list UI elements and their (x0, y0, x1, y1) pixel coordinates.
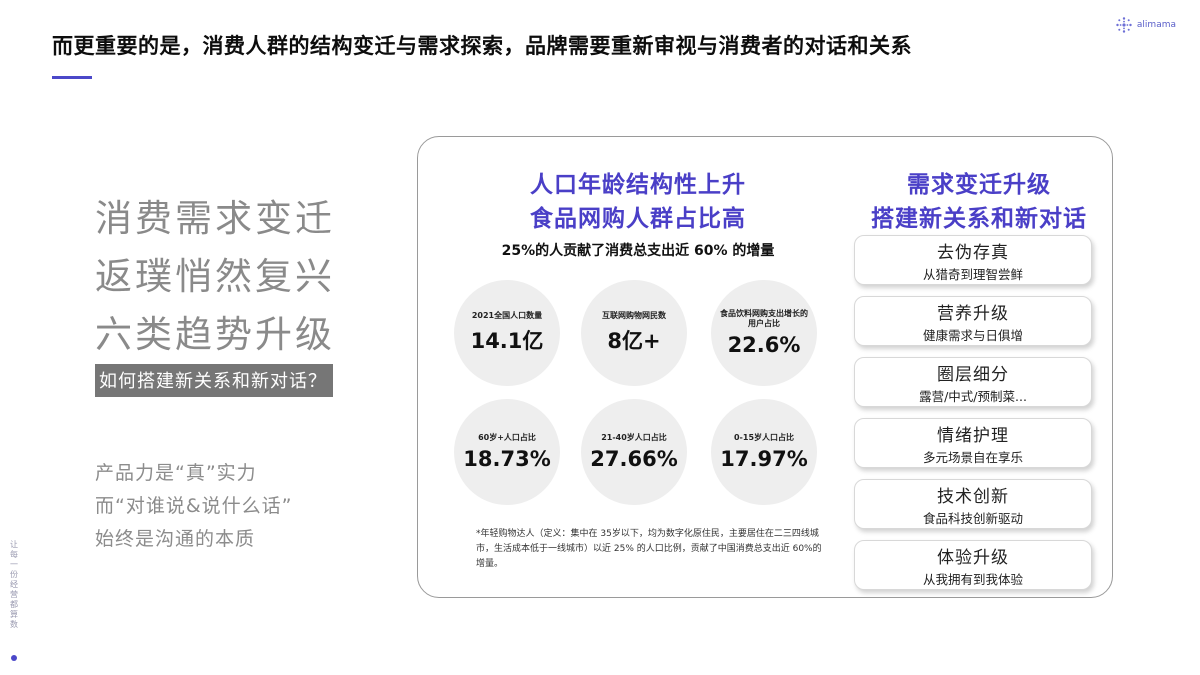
stat-value: 17.97% (720, 447, 808, 471)
trend-sub: 从我拥有到我体验 (922, 571, 1023, 587)
trend-card-5: 技术创新 食品科技创新驱动 (854, 479, 1092, 529)
trend-title: 技术创新 (937, 486, 1009, 507)
stat-value: 27.66% (590, 447, 678, 471)
trend-card-6: 体验升级 从我拥有到我体验 (854, 540, 1092, 590)
sub-line-2: 而“对谁说&说什么话” (95, 495, 293, 517)
title-underline (52, 76, 92, 79)
stat-label: 互联网购物网民数 (602, 311, 666, 320)
stat-value: 22.6% (727, 333, 801, 357)
side-dot (11, 655, 17, 661)
trend-title: 营养升级 (937, 303, 1009, 324)
side-slogan: 让每一份经营都算数 (10, 540, 18, 629)
trend-card-3: 圈层细分 露营/中式/预制菜... (854, 357, 1092, 407)
trend-sub: 食品科技创新驱动 (922, 510, 1023, 526)
stat-label: 食品饮料网购支出增长的用户占比 (720, 309, 808, 328)
trend-sub: 健康需求与日俱增 (922, 327, 1023, 343)
stat-label: 2021全国人口数量 (471, 311, 543, 320)
left-title-1: 人口年龄结构性上升 (530, 172, 746, 198)
stat-label: 21-40岁人口占比 (601, 433, 667, 442)
stat-value: 8亿+ (607, 329, 661, 353)
stat-circle-4: 60岁+人口占比 18.73% (454, 399, 560, 505)
stat-label: 60岁+人口占比 (478, 433, 536, 442)
sub-line-1: 产品力是“真”实力 (95, 462, 257, 484)
big-line-3: 六类趋势升级 (95, 313, 335, 356)
page-title: 而更重要的是，消费人群的结构变迁与需求探索，品牌需要重新审视与消费者的对话和关系 (52, 34, 912, 58)
left-title-2: 食品网购人群占比高 (530, 206, 746, 232)
stat-circle-1: 2021全国人口数量 14.1亿 (454, 280, 560, 386)
alimama-logo: alimama (1115, 16, 1176, 34)
trend-title: 去伪存真 (937, 242, 1009, 263)
trend-card-2: 营养升级 健康需求与日俱增 (854, 296, 1092, 346)
footnote: *年轻购物达人（定义：集中在 35岁以下，均为数字化原住民，主要居住在二三四线城… (476, 529, 822, 569)
trend-sub: 从猎奇到理智尝鲜 (922, 266, 1023, 282)
right-title-2: 搭建新关系和新对话 (871, 206, 1087, 232)
trend-title: 圈层细分 (937, 364, 1009, 385)
stat-circle-3: 食品饮料网购支出增长的用户占比 22.6% (711, 280, 817, 386)
trend-title: 体验升级 (937, 547, 1009, 568)
left-subtitle: 25%的人贡献了消费总支出近 60% 的增量 (501, 243, 775, 259)
logo-text: alimama (1136, 20, 1176, 30)
big-line-1: 消费需求变迁 (95, 197, 335, 240)
sub-line-3: 始终是沟通的本质 (95, 528, 256, 550)
snowflake-logo-icon (1116, 17, 1132, 33)
trend-card-1: 去伪存真 从猎奇到理智尝鲜 (854, 235, 1092, 285)
stat-circle-6: 0-15岁人口占比 17.97% (711, 399, 817, 505)
trend-title: 情绪护理 (937, 425, 1009, 446)
stat-label: 0-15岁人口占比 (733, 433, 795, 442)
stat-circle-5: 21-40岁人口占比 27.66% (581, 399, 687, 505)
stat-value: 18.73% (463, 447, 551, 471)
right-title-1: 需求变迁升级 (907, 172, 1051, 198)
left-summary: 消费需求变迁 返璞悄然复兴 六类趋势升级 如何搭建新关系和新对话？ 产品力是“真… (95, 190, 395, 556)
stat-circle-2: 互联网购物网民数 8亿+ (581, 280, 687, 386)
big-line-2: 返璞悄然复兴 (95, 255, 335, 298)
trend-sub: 多元场景自在享乐 (922, 449, 1023, 465)
trend-sub: 露营/中式/预制菜... (919, 388, 1027, 404)
sub-lines: 产品力是“真”实力 而“对谁说&说什么话” 始终是沟通的本质 (95, 457, 395, 556)
info-panel: 人口年龄结构性上升 食品网购人群占比高 25%的人贡献了消费总支出近 60% 的… (417, 136, 1113, 598)
stat-value: 14.1亿 (470, 329, 544, 353)
question-band: 如何搭建新关系和新对话？ (95, 364, 333, 397)
trend-card-4: 情绪护理 多元场景自在享乐 (854, 418, 1092, 468)
